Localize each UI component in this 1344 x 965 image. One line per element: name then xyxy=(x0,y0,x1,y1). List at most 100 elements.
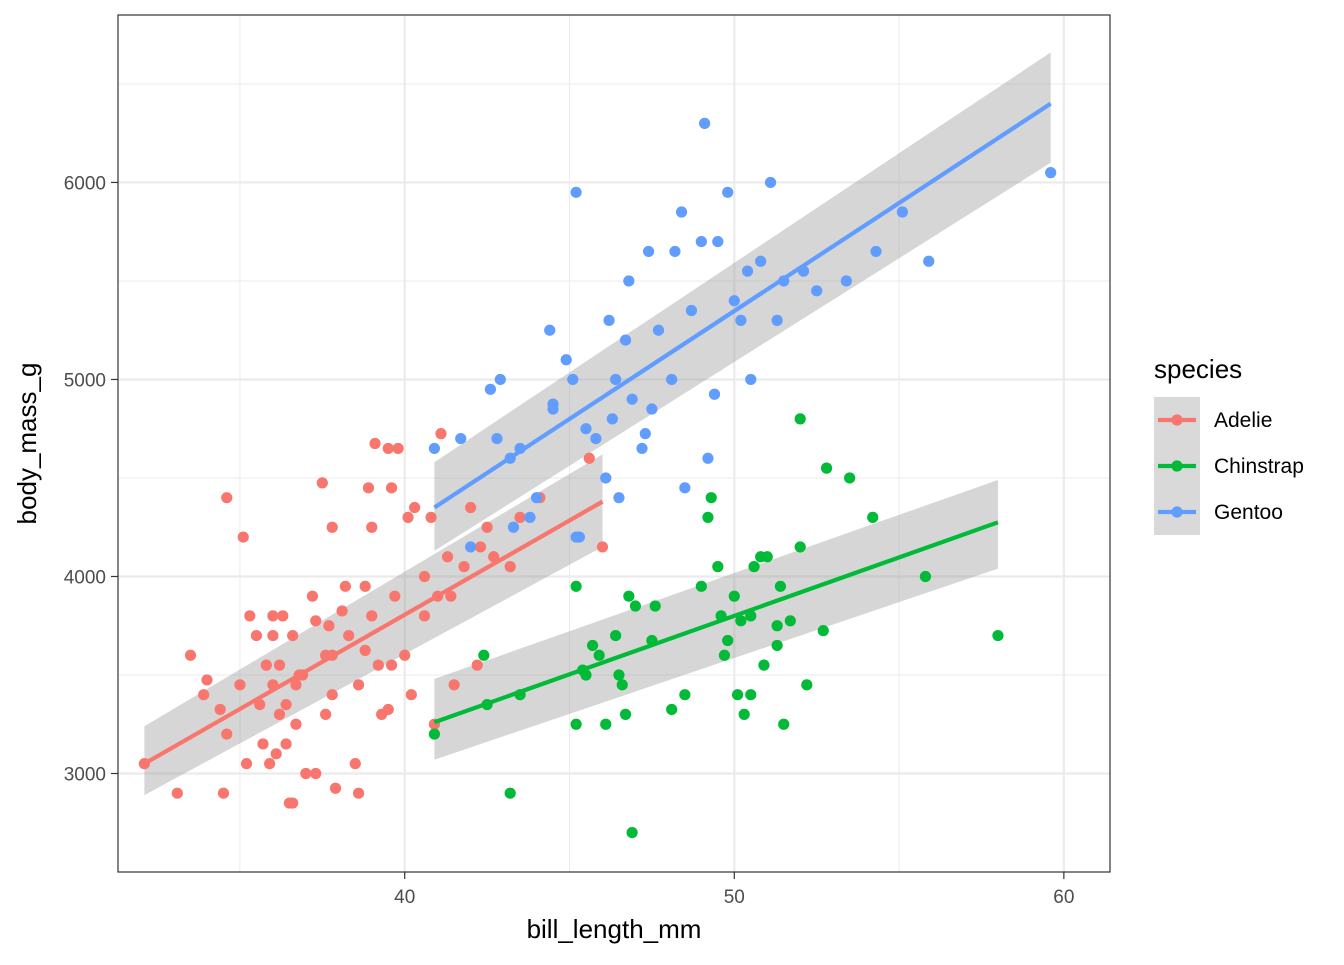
data-point-chinstrap xyxy=(738,708,750,720)
data-point-adelie xyxy=(352,787,365,799)
data-point-adelie xyxy=(323,620,335,632)
data-point-adelie xyxy=(326,689,338,701)
data-point-chinstrap xyxy=(649,600,661,612)
data-point-chinstrap xyxy=(504,787,516,799)
data-point-chinstrap xyxy=(867,511,879,523)
data-point-adelie xyxy=(171,787,183,799)
data-point-chinstrap xyxy=(844,472,856,484)
data-point-adelie xyxy=(359,580,371,592)
data-point-adelie xyxy=(326,521,338,533)
data-point-adelie xyxy=(214,703,226,716)
data-point-gentoo xyxy=(455,432,467,445)
data-point-gentoo xyxy=(484,383,497,395)
data-point-gentoo xyxy=(695,235,707,248)
data-point-gentoo xyxy=(530,492,543,504)
data-point-gentoo xyxy=(896,206,908,218)
data-point-gentoo xyxy=(708,388,721,400)
data-point-gentoo xyxy=(745,373,757,386)
data-point-gentoo xyxy=(619,334,632,346)
confidence-band-gentoo xyxy=(434,52,1051,551)
data-point-gentoo xyxy=(465,541,477,553)
legend-label-adelie: Adelie xyxy=(1214,409,1272,432)
data-point-chinstrap xyxy=(794,413,806,425)
data-point-gentoo xyxy=(623,275,635,287)
data-point-chinstrap xyxy=(712,561,724,573)
data-point-chinstrap xyxy=(758,659,770,671)
data-point-chinstrap xyxy=(817,625,829,637)
data-point-adelie xyxy=(435,428,447,440)
regression-line-gentoo xyxy=(433,101,1052,510)
data-point-adelie xyxy=(250,629,263,642)
data-point-chinstrap xyxy=(784,615,796,627)
data-point-adelie xyxy=(441,551,454,563)
data-point-gentoo xyxy=(600,472,612,484)
data-point-gentoo xyxy=(636,442,648,455)
data-point-chinstrap xyxy=(794,541,806,553)
legend-label-chinstrap: Chinstrap xyxy=(1214,455,1304,478)
data-point-adelie xyxy=(310,767,322,780)
data-point-gentoo xyxy=(606,413,618,425)
data-point-gentoo xyxy=(544,324,556,336)
data-point-adelie xyxy=(267,610,279,622)
data-point-chinstrap xyxy=(705,492,717,504)
data-point-adelie xyxy=(596,541,609,553)
data-point-adelie xyxy=(290,679,302,691)
data-point-chinstrap xyxy=(616,679,628,691)
data-point-chinstrap xyxy=(666,703,678,716)
data-point-gentoo xyxy=(811,285,823,297)
data-point-adelie xyxy=(264,758,276,770)
data-point-chinstrap xyxy=(745,689,757,701)
legend-point-gentoo xyxy=(1171,506,1183,518)
data-point-gentoo xyxy=(507,521,520,533)
confidence-band-adelie xyxy=(144,454,603,796)
data-point-gentoo xyxy=(613,492,625,504)
data-point-chinstrap xyxy=(695,580,707,592)
data-point-gentoo xyxy=(685,304,698,317)
data-point-adelie xyxy=(448,679,460,691)
data-point-adelie xyxy=(320,708,332,720)
data-point-adelie xyxy=(369,437,381,450)
data-point-adelie xyxy=(514,511,526,523)
data-point-adelie xyxy=(273,659,286,671)
data-point-adelie xyxy=(329,782,342,794)
data-point-adelie xyxy=(425,511,437,523)
data-point-gentoo xyxy=(840,275,852,287)
data-point-adelie xyxy=(402,511,414,523)
data-point-gentoo xyxy=(567,373,579,386)
data-point-chinstrap xyxy=(748,561,760,573)
data-point-gentoo xyxy=(755,255,767,267)
data-point-chinstrap xyxy=(820,462,833,474)
data-point-chinstrap xyxy=(610,629,622,642)
data-point-gentoo xyxy=(870,245,882,258)
data-point-chinstrap xyxy=(728,590,740,602)
data-point-adelie xyxy=(372,659,384,671)
data-point-adelie xyxy=(385,482,398,494)
data-point-adelie xyxy=(234,679,246,691)
data-point-gentoo xyxy=(675,206,688,218)
data-point-adelie xyxy=(366,521,378,533)
data-point-gentoo xyxy=(494,373,506,386)
x-tick-label: 60 xyxy=(1053,887,1074,908)
data-point-adelie xyxy=(287,797,299,809)
data-point-gentoo xyxy=(764,176,777,189)
data-point-adelie xyxy=(418,570,431,583)
data-point-gentoo xyxy=(626,393,638,405)
data-point-gentoo xyxy=(524,511,536,523)
data-point-adelie xyxy=(280,698,292,711)
regression-line-adelie xyxy=(143,499,604,766)
data-point-adelie xyxy=(198,689,210,701)
legend-title: species xyxy=(1154,354,1242,384)
data-point-adelie xyxy=(362,482,375,494)
data-point-gentoo xyxy=(679,482,691,494)
data-point-adelie xyxy=(409,501,421,514)
x-axis-title: bill_length_mm xyxy=(527,914,702,944)
data-point-gentoo xyxy=(771,314,783,326)
data-point-adelie xyxy=(504,561,516,573)
regression-line-chinstrap xyxy=(433,520,999,725)
data-point-chinstrap xyxy=(771,639,783,652)
data-point-chinstrap xyxy=(619,708,632,720)
data-point-adelie xyxy=(583,452,595,464)
data-point-chinstrap xyxy=(613,669,625,681)
